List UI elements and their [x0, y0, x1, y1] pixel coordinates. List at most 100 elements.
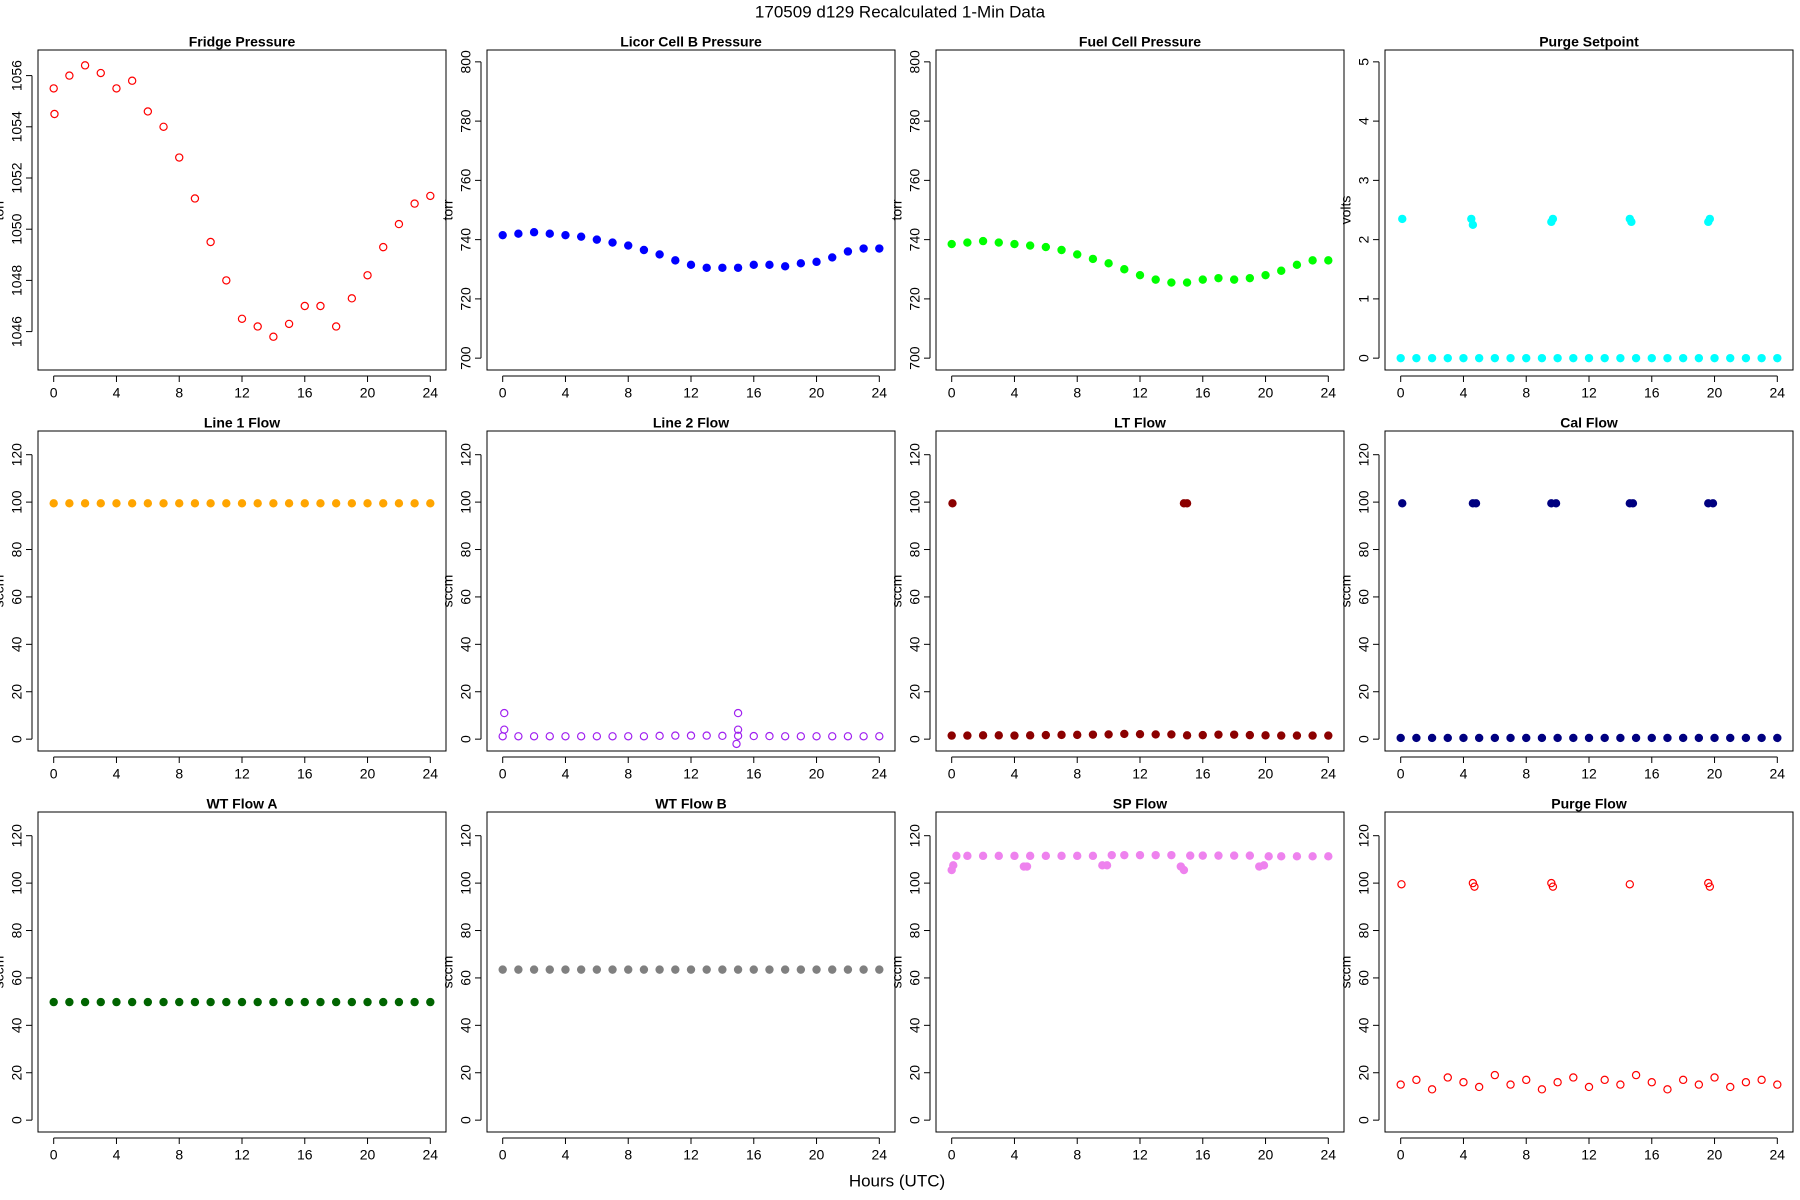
x-tick-label: 12: [1581, 1147, 1597, 1163]
point: [1245, 273, 1255, 283]
x-tick-label: 16: [746, 385, 762, 401]
y-tick-label: 1: [1356, 295, 1372, 303]
point: [947, 731, 956, 740]
point: [963, 851, 972, 861]
point: [1678, 733, 1688, 743]
x-tick-label: 4: [562, 766, 570, 782]
point: [1474, 353, 1484, 363]
x-tick-label: 12: [683, 766, 699, 782]
point: [222, 997, 231, 1007]
x-tick-label: 12: [1581, 385, 1597, 401]
x-tick-label: 16: [1195, 766, 1211, 782]
point: [1584, 1082, 1594, 1092]
y-axis-label: torr: [440, 199, 456, 220]
point: [1179, 865, 1189, 875]
point: [1569, 733, 1578, 743]
point: [624, 241, 633, 250]
x-tick-label: 12: [1132, 385, 1148, 401]
point: [269, 499, 278, 508]
point: [1120, 265, 1129, 274]
point: [1025, 731, 1035, 740]
y-tick-label: 700: [458, 346, 474, 370]
y-tick-label: 60: [458, 970, 474, 986]
y-tick-label: 40: [1356, 1017, 1372, 1033]
y-tick-label: 1048: [9, 265, 25, 296]
y-tick-label: 760: [907, 168, 923, 192]
y-tick-label: 0: [458, 735, 474, 743]
point: [733, 708, 743, 718]
point: [1396, 1080, 1405, 1089]
y-tick-label: 40: [9, 1017, 25, 1033]
point: [1710, 353, 1719, 363]
x-tick-label: 0: [948, 1147, 956, 1163]
point: [1551, 499, 1561, 508]
point: [1443, 733, 1452, 743]
point: [1264, 852, 1273, 861]
point: [500, 708, 509, 718]
plot-frame: [1384, 49, 1794, 371]
x-tick-label: 24: [1770, 385, 1786, 401]
y-tick-label: 1056: [9, 60, 25, 91]
y-tick-label: 60: [9, 970, 25, 986]
point: [80, 997, 90, 1007]
point: [780, 732, 790, 741]
point: [639, 732, 649, 741]
point: [237, 499, 247, 508]
x-tick-label: 8: [1073, 385, 1081, 401]
point: [733, 263, 743, 272]
point: [112, 84, 121, 93]
plot-frame: [935, 811, 1345, 1133]
y-axis-label: sccm: [1338, 956, 1354, 989]
point: [749, 731, 758, 741]
x-tick-label: 12: [1132, 1147, 1148, 1163]
y-tick-label: 100: [907, 490, 923, 514]
point: [1324, 256, 1333, 265]
point: [561, 965, 570, 974]
x-tick-label: 4: [562, 1147, 570, 1163]
point: [978, 851, 988, 861]
x-tick-label: 20: [1707, 385, 1723, 401]
point: [394, 219, 404, 229]
x-tick-label: 24: [423, 766, 439, 782]
point: [1397, 880, 1406, 889]
x-tick-label: 16: [1644, 385, 1660, 401]
y-axis-label: torr: [889, 199, 905, 220]
x-tick-label: 12: [234, 385, 250, 401]
x-tick-label: 24: [423, 1147, 439, 1163]
y-tick-label: 4: [1356, 117, 1372, 125]
y-tick-label: 80: [458, 923, 474, 939]
x-axis-label: Hours (UTC): [849, 1171, 945, 1190]
point: [1757, 733, 1766, 743]
point: [1474, 733, 1484, 743]
point: [796, 965, 806, 974]
y-tick-label: 100: [9, 871, 25, 895]
plot-frame: [37, 811, 447, 1133]
point: [1506, 733, 1515, 743]
y-tick-label: 60: [9, 589, 25, 605]
point: [749, 965, 758, 974]
point: [686, 965, 696, 974]
point: [1757, 353, 1766, 363]
page-title: 170509 d129 Recalculated 1-Min Data: [755, 2, 1046, 21]
point: [875, 965, 884, 974]
point: [1102, 861, 1112, 870]
x-tick-label: 0: [50, 766, 58, 782]
x-tick-label: 8: [175, 1147, 183, 1163]
x-tick-label: 0: [50, 1147, 58, 1163]
point: [1490, 733, 1500, 743]
point: [1073, 730, 1082, 740]
x-tick-label: 4: [1011, 1147, 1019, 1163]
x-tick-label: 20: [1707, 766, 1723, 782]
point: [576, 732, 586, 741]
point: [1506, 1080, 1515, 1089]
y-tick-label: 120: [1356, 443, 1372, 467]
point: [498, 965, 507, 974]
point: [1261, 731, 1270, 740]
x-tick-label: 4: [1460, 1147, 1468, 1163]
point: [1025, 851, 1035, 861]
point: [1088, 730, 1098, 739]
panel-title: Cal Flow: [1560, 415, 1618, 431]
y-tick-label: 20: [9, 1065, 25, 1081]
point: [1324, 852, 1333, 861]
point: [994, 238, 1003, 247]
